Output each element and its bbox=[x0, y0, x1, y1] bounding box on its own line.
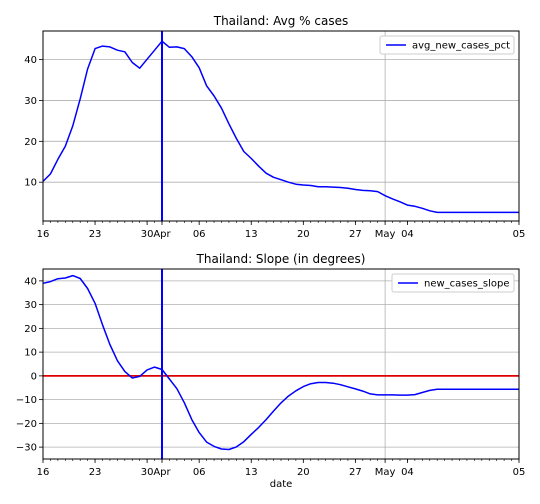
chart2-series bbox=[42, 274, 519, 451]
chart-slope: Thailand: Slope (in degrees) −30 −20 −10 0 1… bbox=[16, 252, 525, 490]
chart2-title: Thailand: Slope (in degrees) bbox=[196, 252, 366, 266]
ytick-label: 30 bbox=[24, 96, 37, 107]
chart1-legend: avg_new_cases_pct bbox=[379, 35, 515, 55]
series-line-avg_new_cases_pct bbox=[42, 40, 519, 214]
chart2-grid bbox=[43, 269, 519, 459]
chart1-legend-label: avg_new_cases_pct bbox=[412, 41, 510, 52]
chart1-title: Thailand: Avg % cases bbox=[213, 14, 348, 28]
xtick-label: 30 bbox=[141, 467, 154, 478]
ytick-label: −30 bbox=[16, 443, 37, 454]
xtick-label: 20 bbox=[297, 467, 310, 478]
ytick-label: −10 bbox=[16, 395, 37, 406]
ytick-label: 20 bbox=[24, 137, 37, 148]
ytick-label: 10 bbox=[24, 348, 37, 359]
xtick-label: 06 bbox=[193, 229, 206, 240]
series-line-new_cases_slope bbox=[42, 274, 519, 451]
ytick-label: 10 bbox=[24, 178, 37, 189]
chart2-legend: new_cases_slope bbox=[391, 273, 515, 293]
xtick-label: 20 bbox=[297, 229, 310, 240]
chart2-xticks: 16 23 30 Apr 06 13 20 27 May 04 05 bbox=[37, 459, 526, 478]
chart2-legend-box bbox=[391, 273, 515, 293]
xtick-label: Apr bbox=[153, 229, 171, 240]
xtick-label: 06 bbox=[193, 467, 206, 478]
xtick-label: 05 bbox=[513, 467, 526, 478]
ytick-label: 40 bbox=[24, 55, 37, 66]
xtick-label: 23 bbox=[89, 229, 102, 240]
ytick-label: 20 bbox=[24, 324, 37, 335]
xtick-label: May bbox=[375, 467, 396, 478]
xtick-label: 16 bbox=[37, 229, 50, 240]
ytick-label: 30 bbox=[24, 300, 37, 311]
xtick-label: May bbox=[375, 229, 396, 240]
xtick-label: 23 bbox=[89, 467, 102, 478]
xtick-label: 04 bbox=[401, 467, 414, 478]
ytick-label: 40 bbox=[24, 276, 37, 287]
ytick-label: 0 bbox=[31, 371, 37, 382]
xtick-label: 13 bbox=[245, 229, 258, 240]
xtick-label: 05 bbox=[513, 229, 526, 240]
xtick-label: 16 bbox=[37, 467, 50, 478]
chart1-legend-box bbox=[379, 35, 515, 55]
chart2-xlabel: date bbox=[270, 479, 293, 490]
xtick-label: 30 bbox=[141, 229, 154, 240]
xtick-label: 27 bbox=[349, 229, 362, 240]
xtick-label: 13 bbox=[245, 467, 258, 478]
xtick-label: 27 bbox=[349, 467, 362, 478]
ytick-label: −20 bbox=[16, 419, 37, 430]
chart1-grid bbox=[43, 31, 519, 221]
chart2-frame bbox=[42, 268, 520, 460]
chart1-series bbox=[42, 40, 519, 214]
chart2-legend-label: new_cases_slope bbox=[424, 279, 509, 290]
chart2-yticks: −30 −20 −10 0 10 20 30 40 bbox=[16, 276, 43, 454]
chart1-xticks: 16 23 30 Apr 06 13 20 27 May 04 05 bbox=[37, 221, 526, 240]
chart1-yticks: 10 20 30 40 bbox=[24, 55, 43, 189]
xtick-label: Apr bbox=[153, 467, 171, 478]
xtick-label: 04 bbox=[401, 229, 414, 240]
